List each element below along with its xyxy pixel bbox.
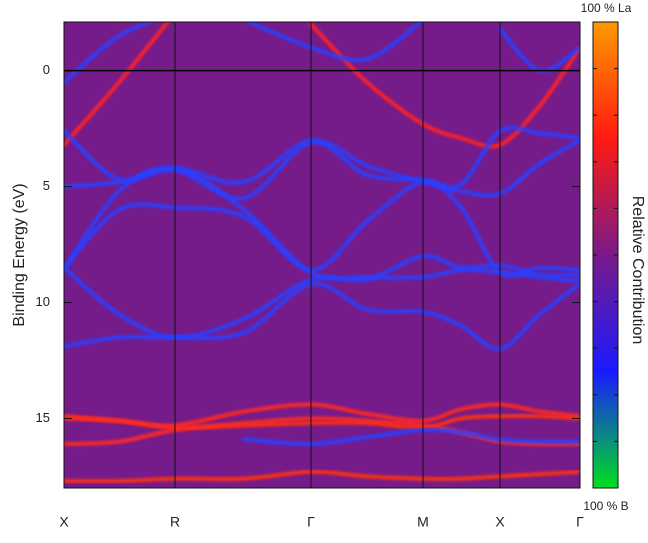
band (64, 22, 155, 85)
x-tick-label: X (59, 514, 69, 530)
band (64, 165, 580, 284)
band (64, 22, 171, 147)
y-tick-label: 15 (36, 410, 50, 425)
y-tick-label: 10 (36, 294, 50, 309)
y-tick-label: 5 (43, 178, 50, 193)
colorbar-label: Relative Contribution (629, 196, 646, 345)
colorbar-bottom-label: 100 % B (583, 499, 628, 513)
x-tick-label: Γ (307, 514, 315, 530)
x-tick-label: Γ (576, 514, 584, 530)
band (244, 22, 424, 63)
colorbar (592, 21, 619, 489)
x-tick-label: R (170, 514, 180, 530)
band (64, 281, 580, 351)
plot-background (64, 22, 580, 488)
band (64, 402, 580, 428)
colorbar-top-label: 100 % La (581, 1, 632, 15)
x-tick-label: X (495, 514, 505, 530)
y-tick-label: 0 (43, 62, 50, 77)
plot-frame (63, 21, 581, 489)
band (64, 254, 580, 340)
band (64, 125, 580, 201)
band (64, 416, 580, 447)
x-tick-label: M (417, 514, 429, 530)
band (64, 469, 580, 484)
y-axis-label: Binding Energy (eV) (11, 183, 28, 326)
band (309, 22, 580, 149)
bands (64, 22, 580, 484)
